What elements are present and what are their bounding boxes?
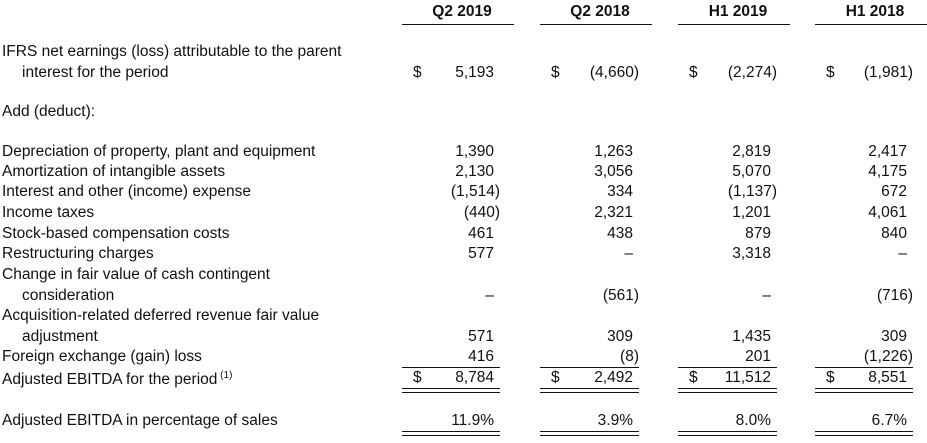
row-label: Adjusted EBITDA for the period (1)	[2, 369, 233, 389]
cell-value: (1,226)	[863, 348, 913, 365]
sum-rule	[678, 367, 777, 368]
cell-value: (716)	[876, 286, 913, 304]
cell-value: 2,321	[594, 204, 633, 221]
cell-value: 4,175	[868, 163, 907, 180]
cell-value: (2,274)	[727, 63, 777, 81]
cell-value: –	[485, 286, 494, 304]
cell-value: 6.7%	[871, 412, 907, 429]
currency-symbol: $	[826, 63, 835, 81]
cell-value: 879	[745, 225, 771, 242]
footnote-marker: (1)	[217, 369, 233, 381]
cell-value: 2,417	[868, 143, 907, 160]
header-rule	[402, 24, 514, 25]
row-label: Income taxes	[2, 204, 95, 221]
cell-value: 5,070	[732, 163, 771, 180]
header-rule	[540, 24, 652, 25]
cell-value: 571	[468, 327, 494, 345]
currency-symbol: $	[551, 369, 560, 386]
row-label: Stock-based compensation costs	[2, 225, 230, 242]
row-label: Acquisition-related deferred revenue fai…	[2, 307, 320, 324]
cell-value: 2,819	[732, 143, 771, 160]
row-label: consideration	[22, 286, 115, 304]
cell-value: (1,981)	[863, 63, 913, 81]
row-label: adjustment	[22, 327, 98, 345]
cell-value: 8,784	[455, 369, 494, 386]
row-label: Interest and other (income) expense	[2, 183, 251, 200]
total-rule	[678, 431, 777, 436]
row-label: interest for the period	[22, 63, 169, 81]
total-rule	[402, 388, 500, 393]
row-label: Depreciation of property, plant and equi…	[2, 143, 316, 160]
column-header: Q2 2019	[432, 3, 492, 20]
row-label: Adjusted EBITDA in percentage of sales	[2, 412, 278, 429]
cell-value: 2,492	[594, 369, 633, 386]
cell-value: 8,551	[868, 369, 907, 386]
cell-value: (561)	[602, 286, 639, 304]
column-header: H1 2019	[708, 3, 768, 20]
sum-rule	[815, 367, 913, 368]
cell-value: 3.9%	[597, 412, 633, 429]
cell-value: 438	[607, 225, 633, 242]
total-rule	[815, 388, 913, 393]
cell-value: –	[762, 286, 771, 304]
row-label: Amortization of intangible assets	[2, 163, 226, 180]
cell-value: 309	[881, 327, 907, 345]
total-rule	[402, 431, 500, 436]
currency-symbol: $	[826, 369, 835, 386]
cell-value: (1,137)	[727, 183, 777, 200]
sum-rule	[402, 367, 500, 368]
row-label: Foreign exchange (gain) loss	[2, 348, 202, 365]
cell-value: 11.9%	[451, 412, 494, 429]
cell-value: 8.0%	[735, 412, 771, 429]
cell-value: 577	[468, 245, 494, 262]
row-label: Restructuring charges	[2, 245, 154, 262]
total-rule	[540, 388, 639, 393]
header-rule	[815, 24, 927, 25]
cell-value: 4,061	[868, 204, 907, 221]
column-header: H1 2018	[845, 3, 905, 20]
cell-value: 461	[468, 225, 494, 242]
cell-value: (4,660)	[589, 63, 639, 81]
cell-value: (440)	[463, 204, 500, 221]
total-rule	[540, 431, 639, 436]
cell-value: (8)	[620, 348, 639, 365]
currency-symbol: $	[689, 369, 698, 386]
cell-value: 672	[881, 183, 907, 200]
total-rule	[678, 388, 777, 393]
cell-value: 201	[745, 348, 771, 365]
cell-value: 1,201	[732, 204, 771, 221]
cell-value: 416	[468, 348, 494, 365]
row-label: Add (deduct):	[2, 103, 96, 120]
cell-value: 5,193	[455, 63, 494, 81]
sum-rule	[540, 367, 639, 368]
cell-value: 1,263	[594, 143, 633, 160]
cell-value: –	[624, 245, 633, 262]
currency-symbol: $	[551, 63, 560, 81]
row-label: Change in fair value of cash contingent	[2, 266, 270, 283]
cell-value: 334	[607, 183, 633, 200]
currency-symbol: $	[689, 63, 698, 81]
currency-symbol: $	[413, 369, 422, 386]
cell-value: 3,318	[732, 245, 771, 262]
cell-value: (1,514)	[450, 183, 500, 200]
total-rule	[815, 431, 913, 436]
header-rule	[678, 24, 790, 25]
cell-value: 1,435	[732, 327, 771, 345]
cell-value: 3,056	[594, 163, 633, 180]
cell-value: 11,512	[724, 369, 771, 386]
cell-value: 840	[881, 225, 907, 242]
cell-value: 309	[607, 327, 633, 345]
cell-value: 2,130	[455, 163, 494, 180]
currency-symbol: $	[413, 63, 422, 81]
cell-value: –	[898, 245, 907, 262]
row-label: IFRS net earnings (loss) attributable to…	[2, 43, 342, 60]
column-header: Q2 2018	[570, 3, 630, 20]
cell-value: 1,390	[455, 143, 494, 160]
